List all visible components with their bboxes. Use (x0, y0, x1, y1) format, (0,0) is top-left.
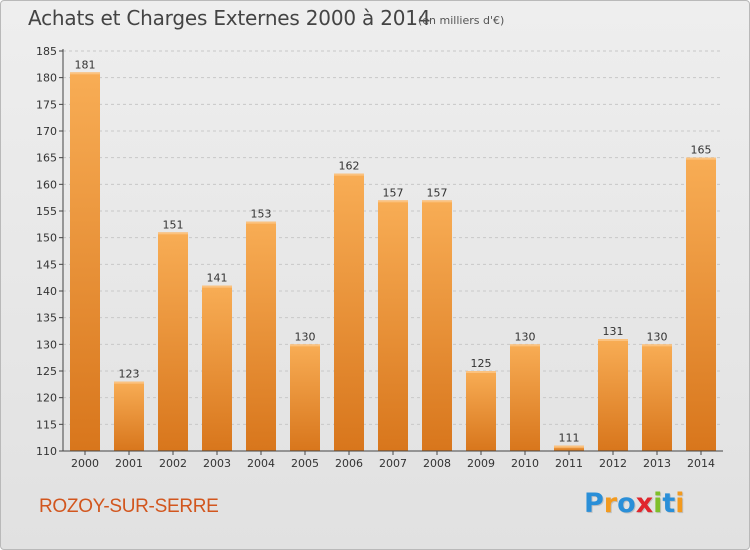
y-tick-label: 160 (36, 178, 57, 191)
bar-highlight (202, 285, 232, 288)
location-name: ROZOY-SUR-SERRE (39, 496, 219, 517)
y-tick-label: 165 (36, 152, 57, 165)
x-tick-label: 2001 (115, 457, 143, 470)
bar (686, 157, 716, 451)
bar-highlight (70, 72, 100, 75)
logo-letter: x (635, 488, 654, 519)
x-tick-label: 2012 (599, 457, 627, 470)
bar-highlight (114, 381, 144, 384)
bar (642, 344, 672, 451)
x-tick-label: 2014 (687, 457, 715, 470)
data-label: 111 (559, 432, 580, 445)
logo-letter: t (662, 488, 676, 519)
bar-highlight (466, 371, 496, 373)
bar (334, 173, 364, 451)
data-label: 130 (515, 330, 536, 343)
bar (290, 344, 320, 451)
bar (422, 200, 452, 451)
x-tick-label: 2002 (159, 457, 187, 470)
data-label: 157 (427, 186, 448, 199)
data-label: 130 (647, 330, 668, 343)
x-tick-label: 2010 (511, 457, 539, 470)
bar (598, 339, 628, 451)
x-tick-label: 2005 (291, 457, 319, 470)
data-label: 153 (251, 208, 272, 221)
data-label: 165 (691, 144, 712, 157)
proxiti-logo: Proxiti (584, 488, 685, 519)
bar-highlight (554, 445, 584, 448)
y-tick-label: 140 (36, 285, 57, 298)
logo-letter: i (675, 488, 685, 519)
x-tick-label: 2004 (247, 457, 275, 470)
labels: 110 115 120 125 130 135 140 145 150 155 160 165 170 1… (36, 45, 715, 470)
axes (59, 49, 723, 455)
y-tick-label: 115 (36, 418, 57, 431)
bar-highlight (598, 339, 628, 341)
y-tick-label: 120 (36, 392, 57, 405)
data-label: 181 (75, 58, 96, 71)
bar (70, 72, 100, 451)
bar-highlight (378, 200, 408, 203)
bar-highlight (422, 200, 452, 203)
bar-highlight (642, 344, 672, 347)
data-label: 157 (383, 186, 404, 199)
bar (158, 232, 188, 451)
bar-highlight (158, 232, 188, 235)
x-tick-label: 2009 (467, 457, 495, 470)
y-tick-label: 150 (36, 232, 57, 245)
data-label: 131 (603, 325, 624, 338)
bar (554, 445, 584, 451)
x-tick-label: 2007 (379, 457, 407, 470)
y-tick-label: 175 (36, 98, 57, 111)
y-tick-label: 145 (36, 258, 57, 271)
data-label: 141 (207, 272, 228, 285)
bar-highlight (246, 221, 276, 224)
bar-highlight (686, 157, 716, 160)
bar (202, 285, 232, 451)
bars (70, 72, 716, 451)
bar (510, 344, 540, 451)
bar (246, 221, 276, 451)
x-tick-label: 2000 (71, 457, 99, 470)
x-tick-label: 2006 (335, 457, 363, 470)
chart-subtitle: (en milliers d'€) (418, 14, 505, 27)
y-tick-label: 130 (36, 338, 57, 351)
y-tick-label: 180 (36, 72, 57, 85)
y-tick-label: 155 (36, 205, 57, 218)
chart-title: Achats et Charges Externes 2000 à 2014 (28, 6, 431, 30)
data-label: 123 (119, 368, 140, 381)
bar (466, 371, 496, 451)
y-tick-label: 110 (36, 445, 57, 458)
data-label: 151 (163, 218, 184, 231)
bar (114, 381, 144, 451)
bar-highlight (510, 344, 540, 347)
bar-highlight (290, 344, 320, 347)
logo-letter: P (584, 488, 604, 519)
y-tick-label: 125 (36, 365, 57, 378)
logo-letter: r (603, 488, 618, 519)
y-tick-label: 185 (36, 45, 57, 58)
logo-letter: o (617, 488, 636, 519)
x-tick-label: 2003 (203, 457, 231, 470)
bar-highlight (334, 173, 364, 176)
x-tick-label: 2013 (643, 457, 671, 470)
data-label: 125 (471, 357, 492, 370)
x-tick-label: 2011 (555, 457, 583, 470)
logo-letter: i (653, 488, 663, 519)
bar (378, 200, 408, 451)
data-label: 162 (339, 160, 360, 173)
y-tick-label: 170 (36, 125, 57, 138)
data-label: 130 (295, 330, 316, 343)
y-tick-label: 135 (36, 312, 57, 325)
x-tick-label: 2008 (423, 457, 451, 470)
